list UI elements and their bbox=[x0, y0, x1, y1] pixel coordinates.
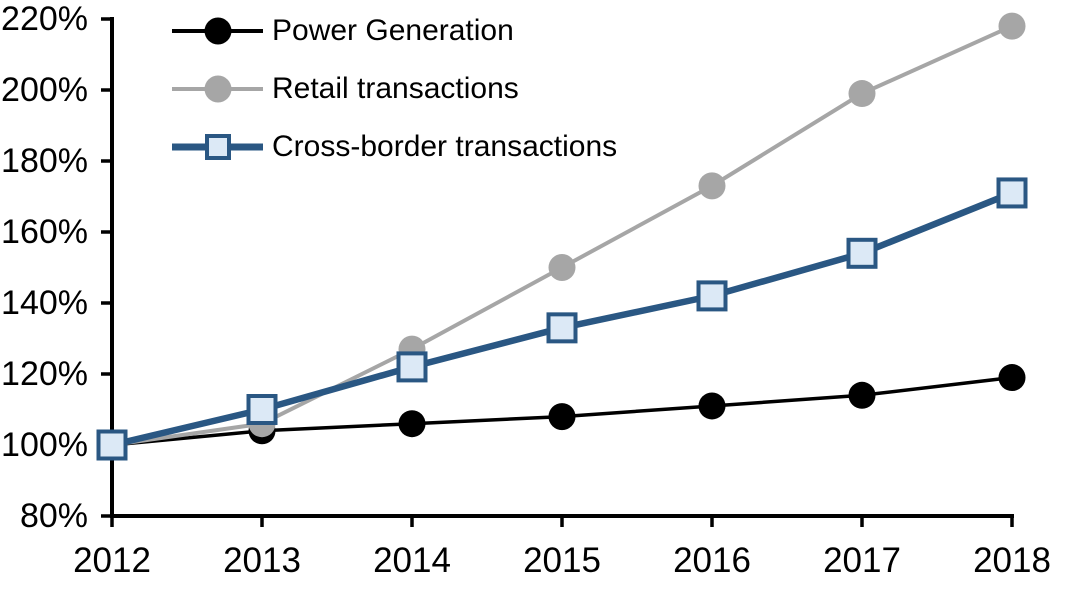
y-tick-label: 140% bbox=[1, 284, 88, 322]
data-point-marker bbox=[548, 403, 576, 431]
x-tick-label: 2017 bbox=[823, 541, 901, 580]
data-point-marker bbox=[998, 12, 1026, 40]
data-point-marker bbox=[396, 351, 428, 383]
data-point-marker bbox=[848, 80, 876, 108]
cross-border-transactions-line-marker-icon bbox=[172, 132, 263, 162]
legend-label-cross-border-transactions: Cross-border transactions bbox=[272, 130, 618, 163]
data-point-marker bbox=[698, 172, 726, 200]
chart-legend: Power Generation Retail transactions Cro… bbox=[172, 9, 617, 169]
power-generation-line-marker-icon bbox=[172, 16, 263, 46]
y-tick-label: 200% bbox=[1, 71, 88, 109]
data-point-marker bbox=[846, 237, 878, 269]
y-tick-label: 80% bbox=[20, 497, 88, 535]
legend-item-power-generation: Power Generation bbox=[172, 9, 617, 53]
y-tick-label: 180% bbox=[1, 142, 88, 180]
x-tick-label: 2014 bbox=[373, 541, 451, 580]
x-tick-label: 2012 bbox=[73, 541, 151, 580]
y-tick-label: 100% bbox=[1, 426, 88, 464]
legend-item-cross-border-transactions: Cross-border transactions bbox=[172, 125, 617, 169]
x-tick-label: 2015 bbox=[523, 541, 601, 580]
data-point-marker bbox=[548, 254, 576, 281]
data-point-marker bbox=[246, 394, 278, 425]
legend-label-retail-transactions: Retail transactions bbox=[272, 72, 519, 105]
data-point-marker bbox=[696, 280, 728, 312]
data-point-marker bbox=[546, 312, 578, 344]
y-tick-label: 160% bbox=[1, 213, 88, 251]
data-point-marker bbox=[698, 392, 726, 420]
x-tick-label: 2013 bbox=[223, 541, 301, 580]
series-power-generation bbox=[98, 364, 1026, 459]
data-point-marker bbox=[398, 410, 426, 438]
data-point-marker bbox=[998, 364, 1026, 392]
series-cross-border-transactions bbox=[96, 177, 1028, 461]
data-point-marker bbox=[996, 177, 1028, 209]
x-tick-label: 2016 bbox=[673, 541, 751, 580]
data-point-marker bbox=[96, 429, 128, 461]
x-tick-label: 2018 bbox=[973, 541, 1051, 580]
legend-label-power-generation: Power Generation bbox=[272, 14, 514, 47]
legend-item-retail-transactions: Retail transactions bbox=[172, 67, 617, 111]
y-tick-label: 220% bbox=[1, 0, 88, 38]
axes: 80% 100% 120% 140% 160% 180% 200% 220% 2012 2013 2… bbox=[1, 0, 1051, 580]
data-point-marker bbox=[848, 381, 876, 409]
y-tick-label: 120% bbox=[1, 355, 88, 393]
retail-transactions-line-marker-icon bbox=[172, 74, 263, 104]
